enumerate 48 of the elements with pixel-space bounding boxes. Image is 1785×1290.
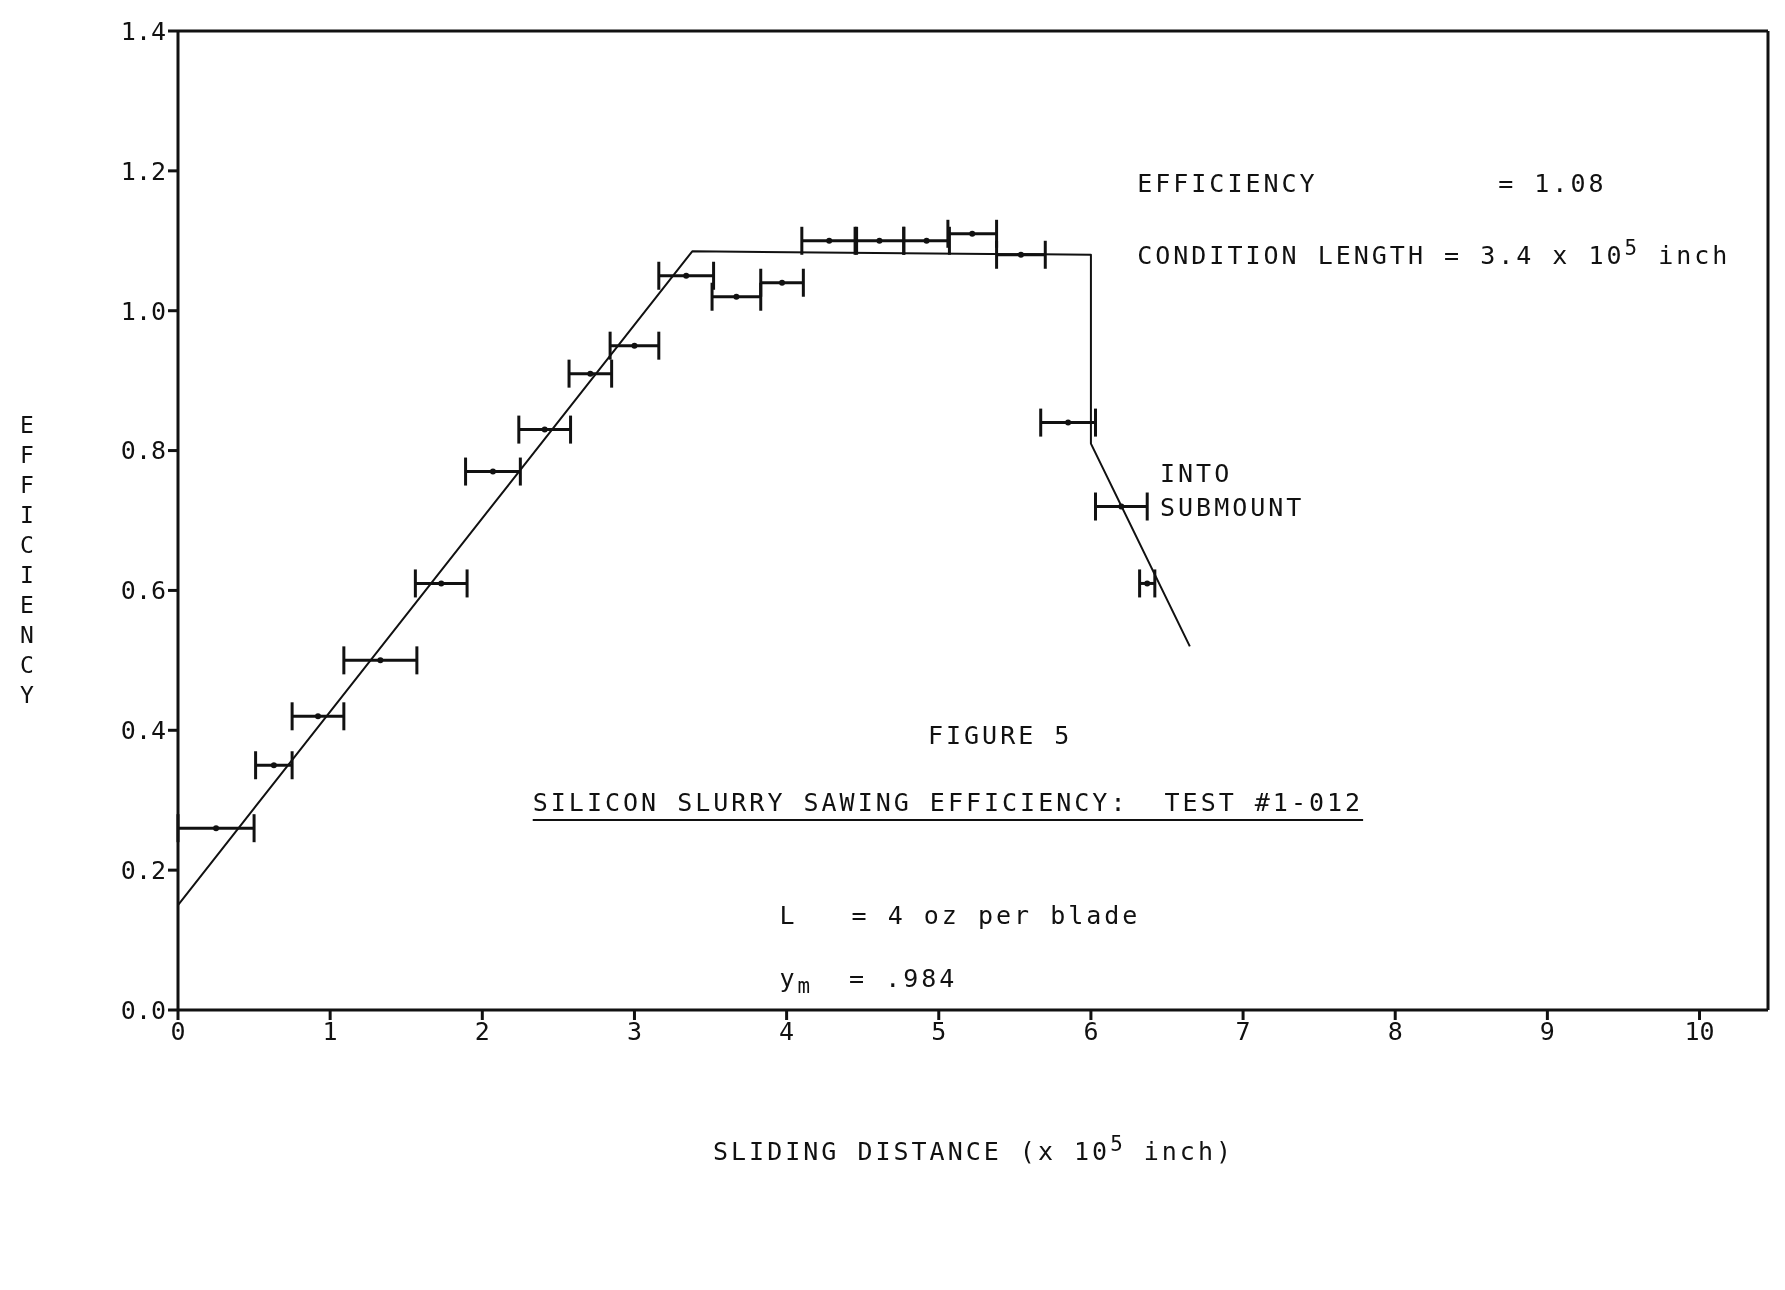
point	[1118, 503, 1125, 510]
point	[876, 237, 883, 244]
point	[923, 237, 930, 244]
point	[541, 426, 548, 433]
x-axis-title: SLIDING DISTANCE (x 10$^{5}$ inch)	[712, 1132, 1235, 1167]
x-tick-label: 6	[1083, 1016, 1099, 1046]
point	[1017, 251, 1024, 258]
point	[631, 342, 638, 349]
x-tick-label: 10	[1684, 1016, 1715, 1046]
y-tick-label: 1.2	[120, 156, 166, 186]
annotation: EFFICIENCY = 1.08	[1137, 168, 1607, 201]
x-tick-label: 8	[1387, 1016, 1403, 1046]
text: y$_{m}$ = .984	[779, 964, 958, 999]
x-tick-label: 2	[474, 1016, 490, 1046]
point	[377, 657, 384, 664]
annotation: INTO SUBMOUNT	[1160, 458, 1305, 525]
point	[1144, 580, 1151, 587]
point	[1065, 419, 1072, 426]
point	[438, 580, 445, 587]
text: EFFICIENCY	[20, 412, 34, 708]
annotation: CONDITION LENGTH = 3.4 x 10$^{5}$ inch	[1137, 234, 1731, 272]
point	[489, 468, 496, 475]
point	[826, 237, 833, 244]
x-tick-label: 7	[1235, 1016, 1251, 1046]
x-tick-label: 9	[1539, 1016, 1555, 1046]
annotation: L = 4 oz per blade	[779, 900, 1141, 933]
y-tick-label: 0.8	[120, 436, 166, 466]
x-tick-label: 4	[779, 1016, 795, 1046]
x-tick-label: 5	[931, 1016, 947, 1046]
y-tick-label: 0.4	[120, 716, 166, 746]
x-tick-label: 1	[322, 1016, 338, 1046]
x-tick-label: 3	[626, 1016, 642, 1046]
point	[213, 825, 220, 832]
y-tick-label: 1.4	[120, 16, 166, 46]
x-tick-label: 0	[170, 1016, 186, 1046]
text: FIGURE 5	[926, 720, 1074, 750]
y-tick-label: 0.0	[120, 995, 166, 1025]
y-tick-label: 0.6	[120, 576, 166, 606]
point	[314, 713, 321, 720]
y-tick-label: 1.0	[120, 296, 166, 326]
point	[683, 272, 690, 279]
text: SILICON SLURRY SAWING EFFICIENCY: TEST #1-012	[532, 787, 1364, 817]
point	[270, 762, 277, 769]
point	[733, 293, 740, 300]
point	[779, 279, 786, 286]
point	[969, 230, 976, 237]
point	[587, 370, 594, 377]
y-tick-label: 0.2	[120, 856, 166, 886]
